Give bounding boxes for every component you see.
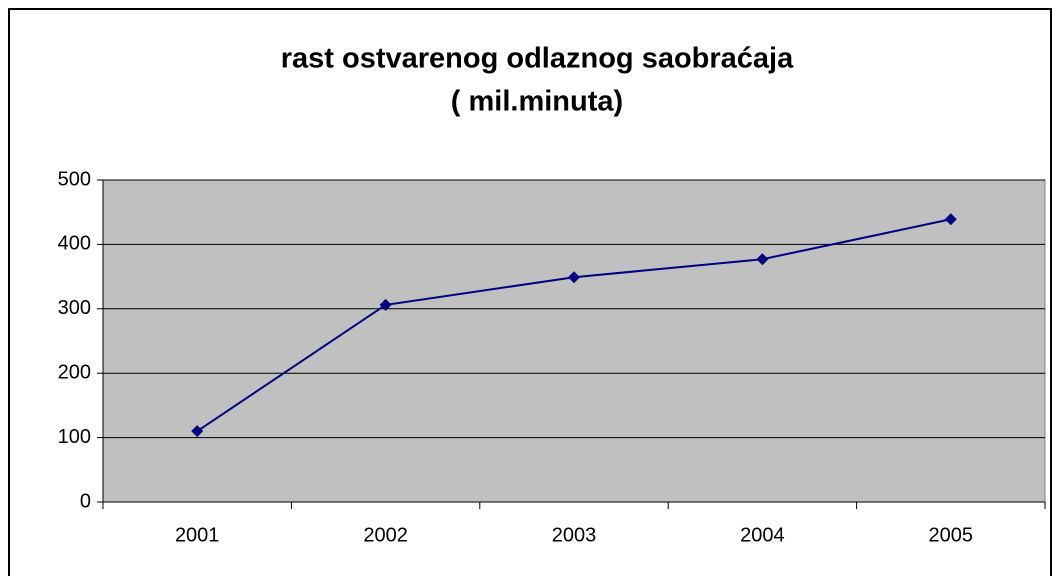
data-point bbox=[756, 253, 769, 266]
y-tick-label: 500 bbox=[58, 168, 91, 190]
y-tick-label: 300 bbox=[58, 297, 91, 319]
x-tick-label: 2002 bbox=[363, 524, 408, 546]
x-tick-label: 2004 bbox=[740, 524, 785, 546]
plot-area bbox=[102, 179, 1046, 503]
y-tick-label: 0 bbox=[80, 490, 91, 512]
chart-title: rast ostvarenog odlaznog saobraćaja bbox=[281, 43, 794, 75]
x-tick-label: 2003 bbox=[552, 524, 597, 546]
chart-subtitle: ( mil.minuta) bbox=[451, 86, 623, 118]
y-tick-label: 100 bbox=[58, 426, 91, 448]
x-tick-label: 2001 bbox=[175, 524, 220, 546]
data-point bbox=[568, 271, 580, 284]
data-point bbox=[379, 298, 392, 311]
y-tick-label: 400 bbox=[58, 233, 91, 255]
data-point bbox=[191, 425, 204, 438]
y-tick-label: 200 bbox=[58, 361, 91, 383]
x-tick-label: 2005 bbox=[929, 524, 974, 546]
data-point bbox=[944, 213, 957, 226]
